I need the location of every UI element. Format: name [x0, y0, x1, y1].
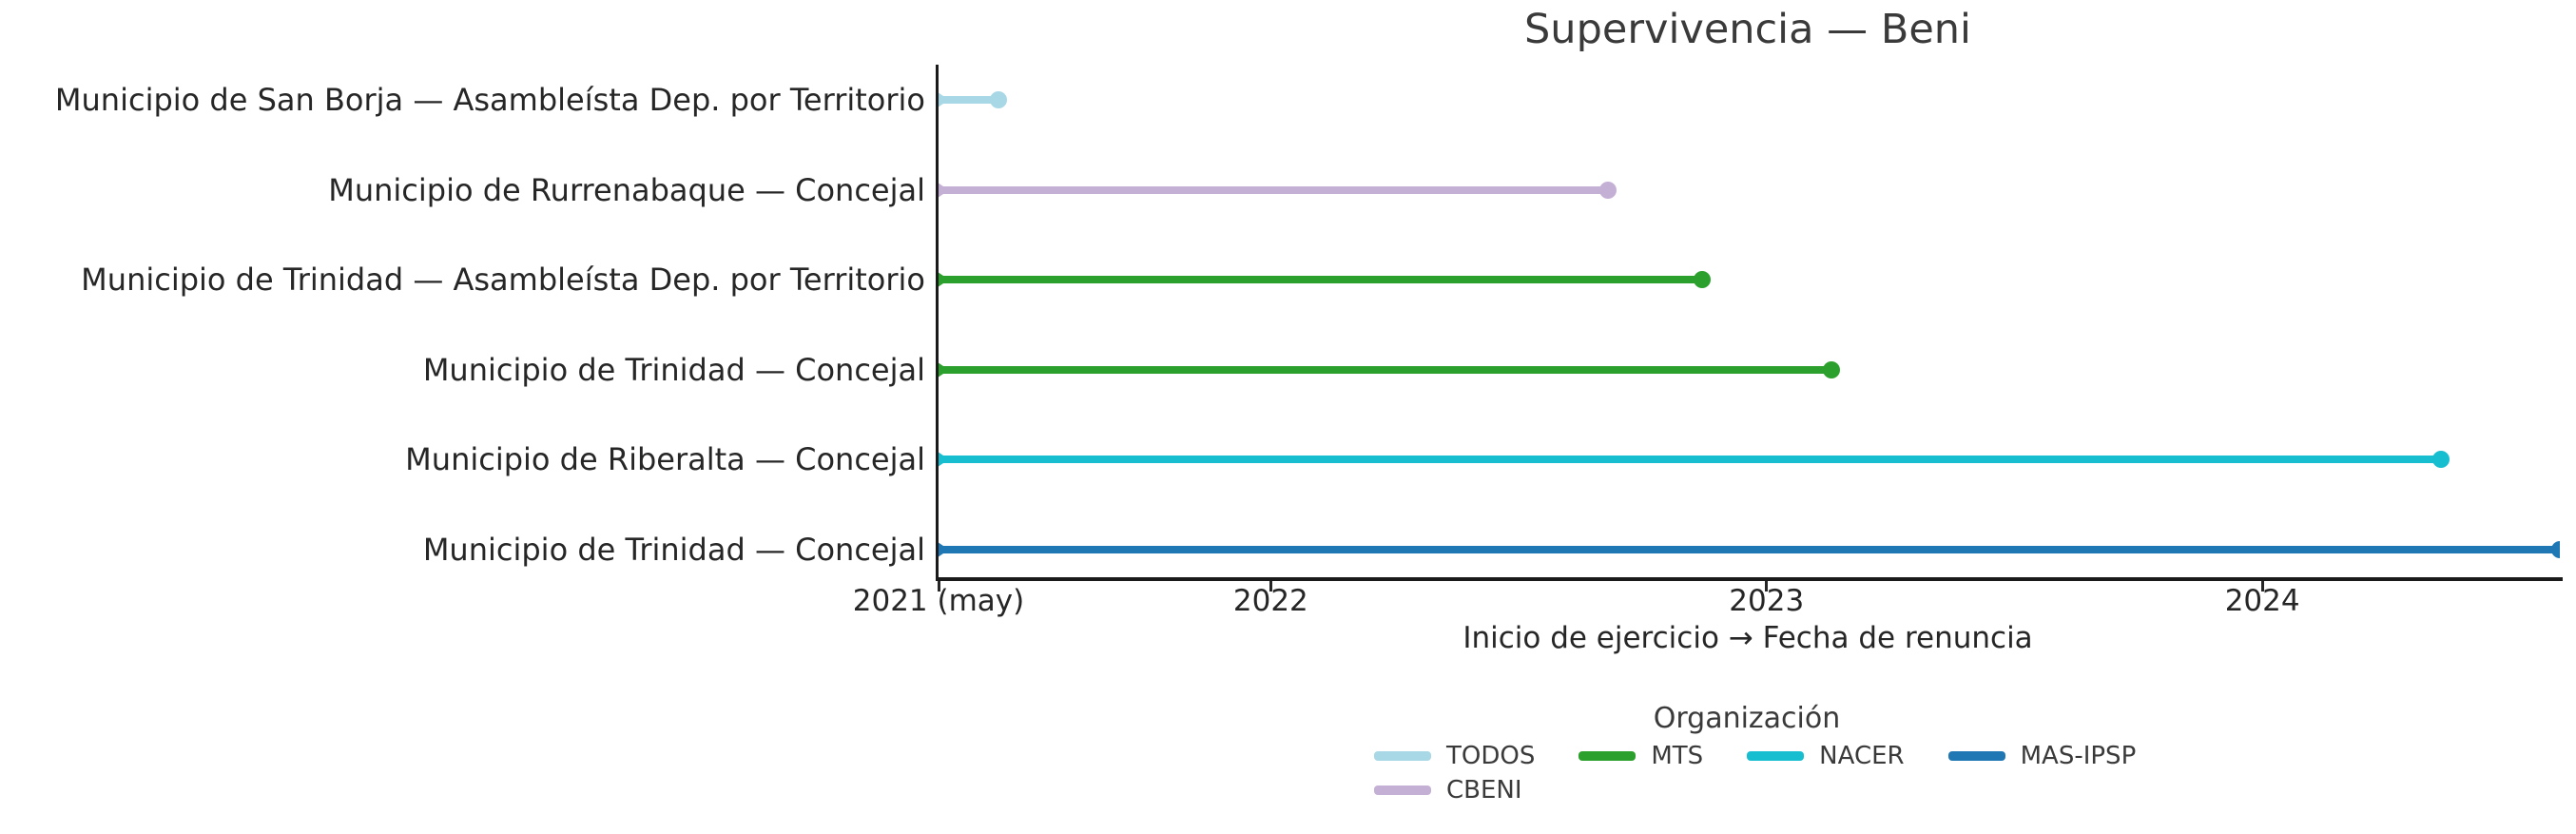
y-axis-category-label: Municipio de San Borja — Asambleísta Dep…	[54, 82, 925, 118]
legend-label: TODOS	[1446, 742, 1536, 770]
timeline-line	[939, 181, 1617, 199]
y-axis-line	[936, 65, 939, 581]
x-axis-label: Inicio de ejercicio → Fecha de renuncia	[1462, 621, 2033, 655]
timeline-line	[939, 451, 2450, 469]
y-axis-category-label: Municipio de Rurrenabaque — Concejal	[328, 171, 925, 208]
y-axis-category-label: Municipio de Riberalta — Concejal	[405, 441, 925, 478]
x-tick-label: 2021 (may)	[852, 584, 1025, 618]
y-axis-category-label: Municipio de Trinidad — Concejal	[422, 532, 925, 568]
end-dot	[2551, 541, 2560, 558]
x-tick-mark	[1269, 581, 1272, 592]
start-marker	[939, 272, 949, 288]
x-tick-mark	[937, 581, 940, 592]
legend-label: NACER	[1819, 742, 1905, 770]
legend-swatch	[1747, 751, 1805, 761]
end-dot	[1822, 360, 1840, 378]
legend-item: NACER	[1747, 742, 1905, 770]
end-dot	[1598, 181, 1617, 199]
x-tick-label: 2024	[2224, 584, 2300, 618]
legend-item: CBENI	[1374, 776, 1522, 805]
legend-entries: TODOS MTS NACER MAS-IPSP CBENI	[1374, 741, 2136, 805]
x-tick-label: 2023	[1729, 584, 1805, 618]
x-tick-label: 2022	[1232, 584, 1308, 618]
legend-item: MTS	[1579, 742, 1703, 770]
legend-item: TODOS	[1374, 742, 1535, 770]
end-dot	[1693, 271, 1711, 289]
y-axis-category-label: Municipio de Trinidad — Concejal	[422, 351, 925, 388]
legend-row: TODOS MTS NACER MAS-IPSP	[1374, 741, 2136, 771]
legend-title: Organización	[1653, 702, 1841, 735]
legend-label: MTS	[1651, 742, 1704, 770]
x-tick-mark	[2260, 581, 2264, 592]
start-marker	[939, 92, 949, 107]
legend-swatch	[1947, 751, 2005, 761]
end-dot	[2431, 451, 2450, 469]
start-marker	[939, 452, 949, 468]
legend-swatch	[1374, 751, 1431, 761]
y-axis-labels: Municipio de San Borja — Asambleísta Dep…	[0, 67, 925, 577]
timeline-line	[939, 271, 1711, 289]
x-tick-mark	[1765, 581, 1769, 592]
y-axis-category-label: Municipio de Trinidad — Asambleísta Dep.…	[81, 262, 925, 299]
chart-title: Supervivencia — Beni	[1524, 6, 1971, 53]
legend-label: MAS-IPSP	[2020, 742, 2137, 770]
end-dot	[989, 91, 1007, 108]
legend-swatch	[1374, 786, 1431, 795]
legend-item: MAS-IPSP	[1947, 742, 2137, 770]
x-axis-line	[936, 577, 2563, 581]
legend-label: CBENI	[1446, 776, 1522, 805]
timeline-line	[939, 541, 2560, 558]
legend-row: CBENI	[1374, 775, 2120, 805]
timeline-line	[939, 360, 1840, 378]
start-marker	[939, 182, 949, 198]
timeline-line	[939, 91, 1007, 108]
plot-area	[939, 67, 2560, 577]
start-marker	[939, 542, 949, 557]
start-marker	[939, 361, 949, 378]
legend-swatch	[1579, 751, 1637, 761]
legend: Organización TODOS MTS NACER MAS-IPSP CBENI	[1374, 702, 2136, 809]
